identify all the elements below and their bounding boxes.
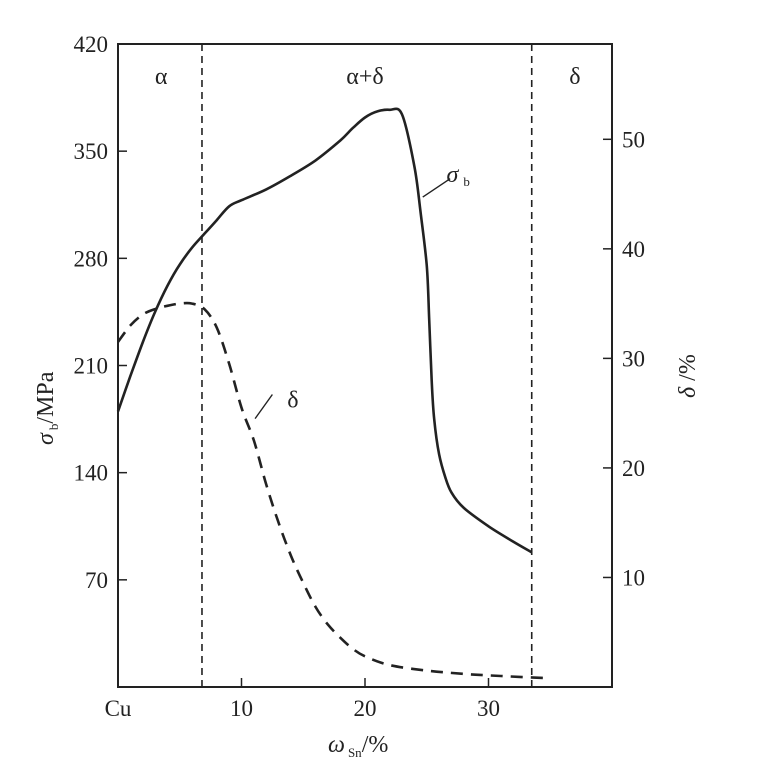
x-axis-title: ω Sn/% [328,732,388,760]
y-left-tick-label: 350 [74,139,109,164]
series-layer [116,107,551,680]
x-tick-label: 10 [230,696,253,721]
y-right-axis-unit: /% [675,354,701,387]
y-right-axis-title: δ /% [675,354,701,398]
y-right-tick-label: 30 [622,346,645,371]
strength-series-line [116,107,533,554]
y-right-tick-label: 20 [622,456,645,481]
y-right-axis-symbol: δ [675,386,701,398]
y-left-axis-subscript: b [46,424,61,431]
x-axis-unit: /% [362,732,389,758]
delta-curve-label: δ [287,388,298,414]
delta-leader-line [254,394,273,420]
x-tick-label: 30 [477,696,500,721]
y-right-tick-label: 50 [622,127,645,152]
sigma-subscript: b [463,174,470,189]
phase-label: α+δ [346,64,383,90]
y-left-tick-label: 210 [74,354,109,379]
y-left-tick-label: 140 [74,461,109,486]
y-left-axis-title: σb/MPa [33,371,61,445]
y-right-tick-label: 10 [622,565,645,590]
x-tick-label: 20 [354,696,377,721]
elongation-series-line [116,301,551,680]
y-left-tick-label: 280 [74,246,109,271]
ticks-layer: Cu 10 20 30 70 140 210 280 350 420 10 20 30 40 50 [74,32,646,721]
phase-layer: α α+δ δ [155,44,581,687]
y-left-axis-unit: /MPa [33,371,59,423]
sigma-leader-line [422,178,451,198]
y-left-axis-symbol: σ [33,432,59,445]
x-axis-subscript: Sn [348,745,362,760]
y-left-tick-label: 420 [74,32,109,57]
y-right-tick-label: 40 [622,237,645,262]
phase-label: α [155,64,168,90]
sigma-symbol: σ [447,162,460,188]
x-axis-symbol: ω [328,732,345,758]
y-left-tick-label: 70 [85,568,108,593]
plot-frame [117,43,613,688]
labels-layer: σ bδω Sn/%σb/MPa δ /% [33,162,701,760]
phase-label: δ [569,64,580,90]
x-tick-label: Cu [105,696,132,721]
